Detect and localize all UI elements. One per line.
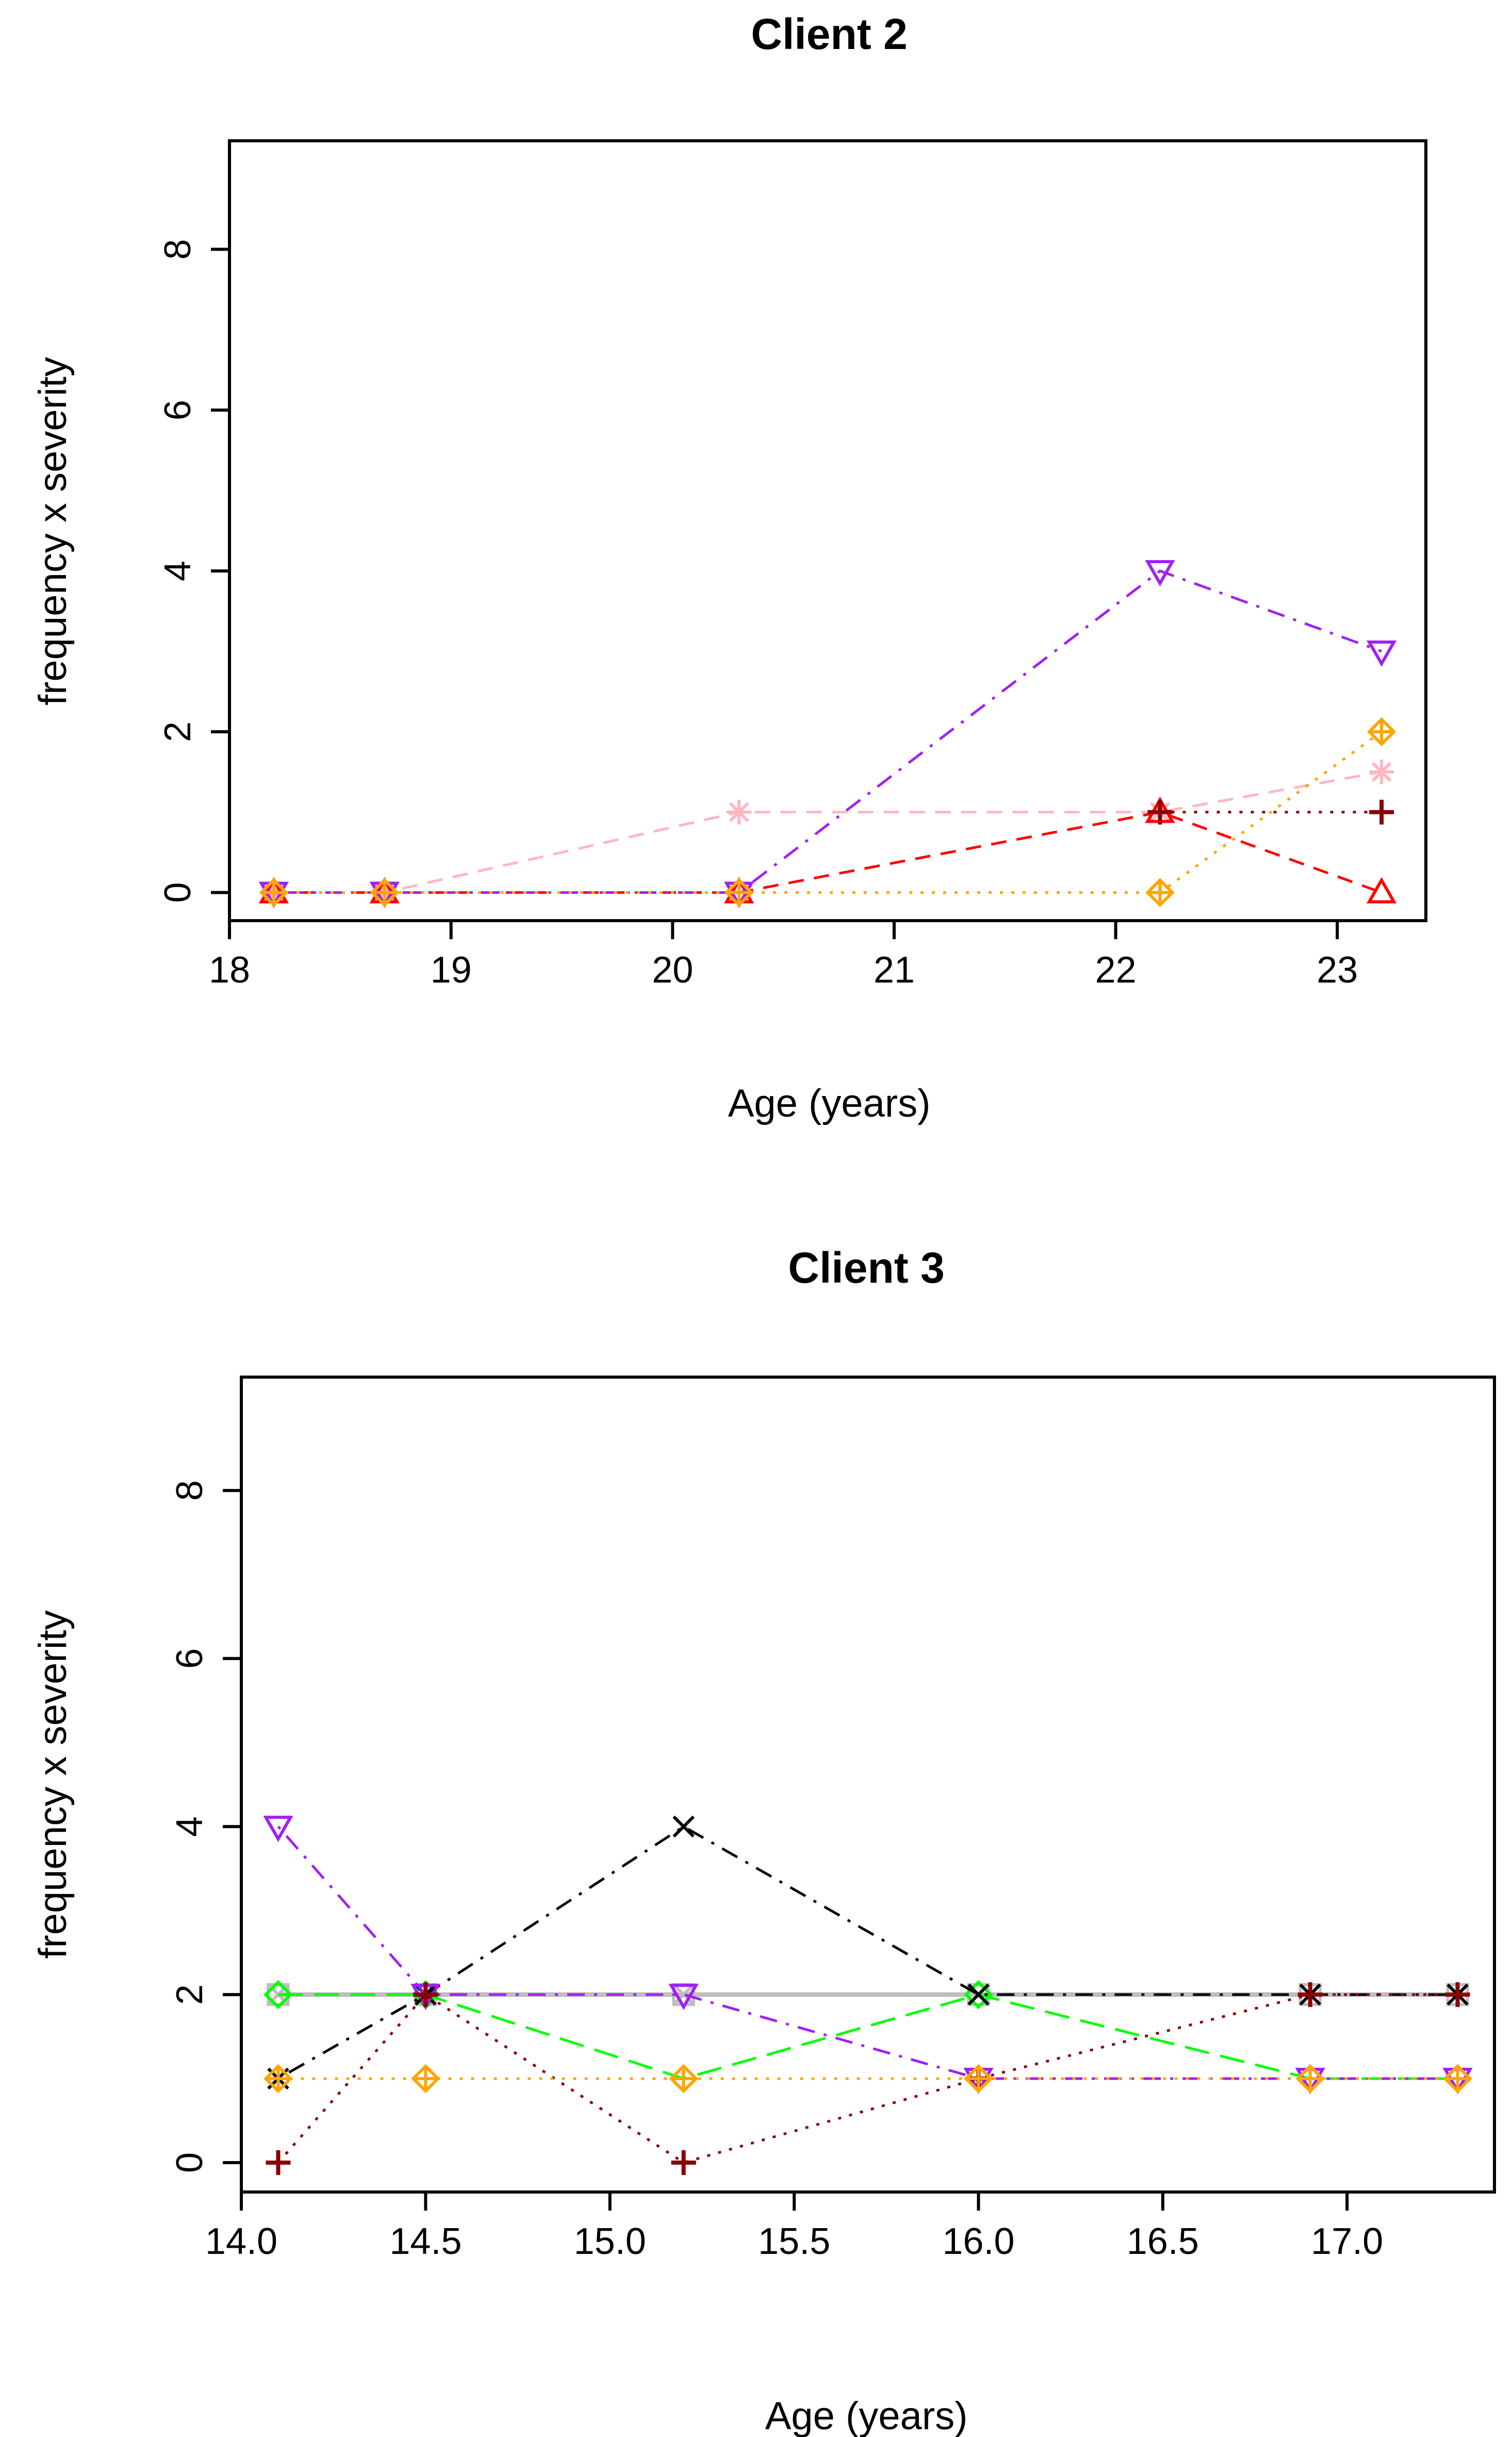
- data-point: [370, 878, 399, 907]
- data-point: [264, 2064, 293, 2093]
- data-point: [964, 2064, 993, 2093]
- y-axis-label: frequency x severity: [31, 357, 75, 706]
- chart-client-3: Client 3 14.0 14.5 15.0 15.5 16.0 16.5 17.0 0 2 4…: [31, 1244, 1496, 2437]
- x-tick-label: 22: [1095, 950, 1136, 991]
- y-tick-label: 0: [157, 882, 199, 903]
- x-tick-label: 14.5: [389, 2221, 462, 2262]
- axes: 18 19 20 21 22 23 0 2 4 6 8: [157, 239, 1358, 991]
- series-layer: [258, 560, 1397, 908]
- x-tick-label: 19: [431, 950, 472, 991]
- x-tick-label: 23: [1317, 950, 1358, 991]
- data-point: [669, 2064, 698, 2093]
- y-axis-label: frequency x severity: [31, 1610, 75, 1959]
- y-tick-label: 8: [169, 1480, 210, 1501]
- data-point: [727, 799, 752, 825]
- data-point: [1367, 717, 1396, 746]
- y-tick-label: 0: [169, 2152, 210, 2173]
- series-line: [273, 569, 1382, 894]
- data-point: [1145, 560, 1175, 586]
- x-tick-label: 16.0: [942, 2221, 1014, 2262]
- chart-client-2: Client 2 18 19 20 21 22 23 0 2 4 6 8 Age (years) f…: [31, 10, 1427, 1125]
- x-tick-label: 17.0: [1311, 2221, 1383, 2262]
- data-point: [1369, 759, 1394, 784]
- y-tick-label: 2: [169, 1984, 210, 2005]
- y-tick-label: 8: [157, 239, 199, 259]
- x-tick-label: 20: [652, 950, 693, 991]
- y-tick-label: 4: [157, 561, 199, 581]
- x-tick-label: 16.5: [1127, 2221, 1199, 2262]
- x-tick-label: 15.5: [758, 2221, 830, 2262]
- data-point: [724, 878, 754, 907]
- data-point: [266, 2150, 291, 2175]
- data-point: [671, 2150, 696, 2175]
- x-tick-label: 15.0: [574, 2221, 646, 2262]
- data-point: [668, 1984, 699, 2010]
- axes: 14.0 14.5 15.0 15.5 16.0 16.5 17.0 0 2 4 6 8: [169, 1480, 1383, 2262]
- y-tick-label: 6: [169, 1648, 210, 1669]
- x-axis-label: Age (years): [728, 1082, 931, 1125]
- y-tick-label: 6: [157, 400, 199, 420]
- chart-title: Client 3: [788, 1244, 944, 1292]
- data-point: [1366, 640, 1397, 667]
- data-point: [1145, 878, 1175, 907]
- series-orange-crossed-diamond: [264, 2064, 1472, 2093]
- data-point: [264, 1980, 293, 2009]
- y-tick-label: 4: [169, 1816, 210, 1837]
- y-tick-label: 2: [157, 722, 199, 742]
- chart-title: Client 2: [751, 10, 907, 58]
- data-point: [1147, 799, 1173, 825]
- series-line: [277, 1825, 1458, 2080]
- data-point: [1366, 877, 1397, 904]
- series-dark-red-plus: [1147, 799, 1394, 825]
- data-point: [411, 2064, 440, 2093]
- data-point: [967, 1983, 990, 2006]
- series-orange-crossed-diamond: [259, 717, 1396, 907]
- data-point: [1443, 2064, 1472, 2093]
- x-axis-label: Age (years): [765, 2394, 968, 2437]
- x-tick-label: 18: [209, 950, 250, 991]
- series-line: [277, 1825, 1458, 2080]
- data-point: [1295, 2064, 1325, 2093]
- data-point: [1445, 1982, 1470, 2007]
- x-tick-label: 21: [874, 950, 915, 991]
- series-line: [277, 1992, 1458, 2164]
- series-layer: [263, 1816, 1473, 2175]
- x-tick-label: 14.0: [205, 2221, 277, 2262]
- data-point: [413, 1982, 438, 2007]
- data-point: [672, 1816, 695, 1838]
- data-point: [263, 1816, 293, 1842]
- data-point: [1297, 1982, 1323, 2007]
- data-point: [259, 878, 289, 907]
- data-point: [1369, 799, 1394, 825]
